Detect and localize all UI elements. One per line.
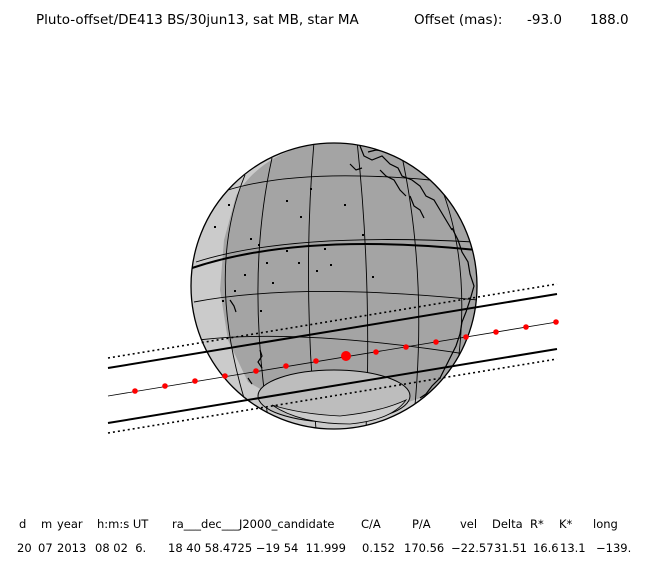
track-point [222,373,228,379]
pacific-islands [214,188,374,312]
track-point [283,363,289,369]
col-header-kstar: K* [559,517,573,531]
offset-y-value: 188.0 [590,12,629,28]
track-point [132,388,138,394]
offset-x-value: -93.0 [527,12,562,28]
shadow-south-limit [107,348,558,424]
track-point [433,339,439,345]
track-point [523,324,529,330]
night-side [220,143,477,412]
track-point [493,329,499,335]
track-point [162,383,168,389]
value-kstar: 13.1 [560,541,586,555]
equator-line [191,243,477,269]
value-delta: 31.51 [494,541,527,555]
value-ca: 0.152 [362,541,395,555]
col-header-pa: P/A [412,517,431,531]
col-header-rstar: R* [530,517,544,531]
col-header-ca: C/A [361,517,381,531]
col-header-year: year [57,517,83,531]
shadow-north-uncertainty [107,283,558,359]
track-point [463,334,469,340]
centerline [107,321,558,397]
col-header-time: h:m:s UT [97,517,149,531]
col-header-long: long [593,517,618,531]
col-header-day: d [19,517,27,531]
closest-approach-point [341,351,351,361]
title-row: Pluto-offset/DE413 BS/30jun13, sat MB, s… [0,12,648,32]
offset-label: Offset (mas): [414,12,503,28]
track-point [403,344,409,350]
value-long: −139. [596,541,632,555]
antarctic-region [257,369,411,425]
value-pa: 170.56 [404,541,445,555]
col-header-vel: vel [460,517,478,531]
track-points [132,319,559,394]
track-point [313,358,319,364]
col-header-radec: ra___dec___J2000_candidate [172,517,335,531]
value-month: 07 [38,541,53,555]
track-point [553,319,559,325]
plot-title: Pluto-offset/DE413 BS/30jun13, sat MB, s… [36,12,359,28]
graticule-parallels [193,175,477,356]
track-point [373,349,379,355]
value-vel: −22.57 [451,541,494,555]
col-header-delta: Delta [492,517,523,531]
globe-outline [190,142,478,430]
value-time: 08 02 6. [95,541,147,555]
shadow-south-uncertainty [107,358,558,434]
value-day: 20 [17,541,32,555]
value-rstar: 16.6 [533,541,559,555]
value-radec: 18 40 58.4725 −19 54 11.999 [168,541,346,555]
track-point [253,368,259,374]
track-point [192,378,198,384]
col-header-month: m [41,517,53,531]
shadow-north-limit [107,293,558,369]
value-year: 2013 [57,541,87,555]
